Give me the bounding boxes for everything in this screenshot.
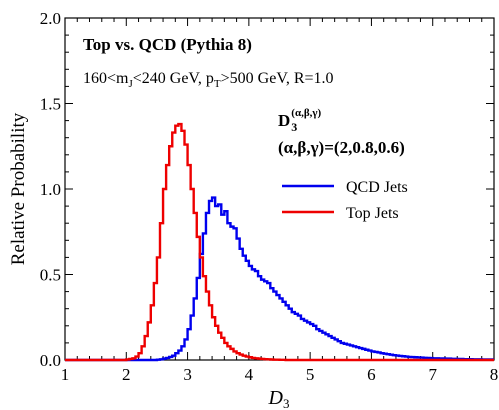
x-tick-label: 8 (490, 365, 499, 384)
legend: QCD Jets Top Jets (282, 179, 408, 222)
y-tick-label: 2.0 (40, 9, 61, 28)
parameter-label: (α,β,γ)=(2,0.8,0.6) (278, 138, 405, 157)
x-axis-label: D3 (268, 387, 290, 410)
observable-label: D3(α,β,γ) (278, 107, 322, 134)
y-tick-label: 1.0 (40, 180, 61, 199)
x-tick-label: 6 (367, 365, 376, 384)
x-tick-label: 2 (122, 365, 131, 384)
legend-label-top-jets: Top Jets (346, 205, 399, 222)
x-tick-label: 4 (245, 365, 254, 384)
y-tick-label: 0.0 (40, 351, 61, 370)
chart-title: Top vs. QCD (Pythia 8) (83, 35, 252, 54)
x-tick-label: 7 (428, 365, 437, 384)
x-tick-label: 3 (183, 365, 192, 384)
y-axis: 0.0 0.5 1.0 1.5 2.0 (40, 9, 494, 370)
series-line-top-jets (65, 122, 494, 362)
y-tick-label: 1.5 (40, 95, 61, 114)
chart-subtitle: 160<mJ<240 GeV, pT>500 GeV, R=1.0 (83, 70, 334, 90)
x-tick-label: 1 (61, 365, 70, 384)
y-tick-label: 0.5 (40, 266, 61, 285)
y-axis-label: Relative Probability (8, 112, 29, 265)
x-tick-label: 5 (306, 365, 315, 384)
legend-label-qcd-jets: QCD Jets (346, 179, 408, 196)
series-layer (65, 122, 494, 362)
series-line-qcd-jets (65, 196, 494, 362)
